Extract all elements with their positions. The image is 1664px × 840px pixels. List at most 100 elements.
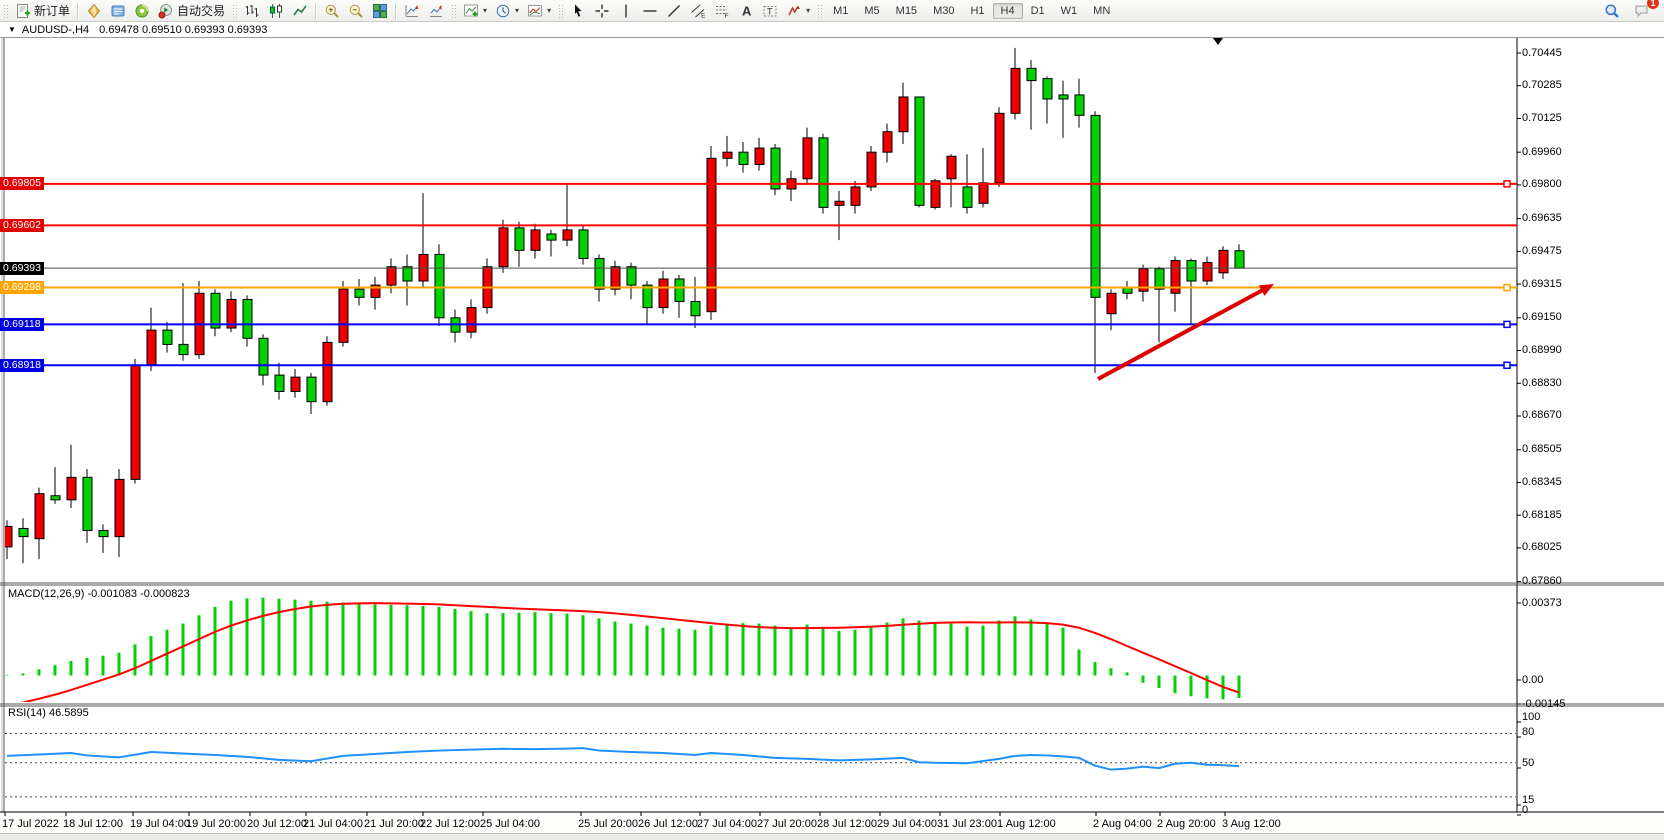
date-tick-label: 2 Aug 04:00 (1093, 818, 1152, 830)
templates-button[interactable]: ▾ (523, 2, 555, 20)
autotrade-button[interactable]: 自动交易 (154, 1, 229, 20)
news-icon (134, 3, 150, 19)
line-chart-button[interactable] (288, 2, 312, 20)
macd-splitter[interactable] (0, 582, 1664, 586)
auto-arrange-button[interactable] (400, 2, 424, 20)
label-button[interactable]: T (758, 2, 782, 20)
zoom-out-icon (348, 3, 364, 19)
text-button[interactable]: A (734, 2, 758, 20)
timeframe-m5-button[interactable]: M5 (864, 4, 880, 17)
chevron-down-icon[interactable]: ▾ (547, 6, 552, 15)
shapes-button[interactable]: ▾ (782, 2, 814, 20)
timeframe-m30-button[interactable]: M30 (933, 4, 955, 17)
trendline-button[interactable] (662, 2, 686, 20)
vline-icon (618, 3, 634, 19)
search-button[interactable] (1600, 2, 1624, 20)
cursor-icon (570, 3, 586, 19)
hline-button[interactable] (638, 2, 662, 20)
cursor-button[interactable] (566, 2, 590, 20)
price-tick-label: 0.67860 (1522, 575, 1562, 588)
chart-shift-button[interactable] (424, 2, 448, 20)
timeframe-h4-button[interactable]: H4 (992, 2, 1023, 19)
gold-icon (86, 3, 102, 19)
price-tick-label: 0.69475 (1522, 244, 1562, 257)
price-tick-label: 0.68345 (1522, 475, 1562, 488)
date-tick-label: 27 Jul 20:00 (757, 818, 817, 830)
price-tick-label: 0.68670 (1522, 409, 1562, 422)
timeframe-h1-button[interactable]: H1 (970, 4, 985, 17)
notifications-button[interactable]: 1 (1630, 0, 1659, 20)
indicators-icon (463, 3, 479, 19)
toolbar-grip[interactable] (451, 3, 457, 18)
price-tick-label: 0.70125 (1522, 111, 1562, 124)
rsi-tick-label: 15 (1522, 794, 1535, 806)
collapse-triangle-icon[interactable]: ▼ (8, 25, 16, 34)
price-tick-label: 0.68830 (1522, 376, 1562, 389)
candlestick-series (5, 47, 1245, 564)
rsi-tick-label: 50 (1522, 757, 1535, 769)
date-tick-label: 21 Jul 20:00 (364, 818, 424, 830)
line-handle[interactable] (1503, 180, 1511, 188)
date-tick-label: 25 Jul 04:00 (480, 818, 540, 830)
new-order-button[interactable]: 新订单 (11, 1, 74, 20)
svg-text:A: A (742, 3, 752, 18)
zoom-out-button[interactable] (344, 2, 368, 20)
toolbar-grip[interactable] (3, 3, 8, 18)
line-chart-icon (292, 3, 308, 19)
price-tick-label: 0.69635 (1522, 212, 1562, 225)
rsi-splitter[interactable] (0, 703, 1664, 707)
toolbar-grip[interactable] (232, 3, 238, 18)
fibonacci-button[interactable]: F (710, 2, 734, 20)
crosshair-button[interactable] (590, 2, 614, 20)
toolbar-grip[interactable] (558, 3, 564, 18)
chevron-down-icon[interactable]: ▾ (515, 6, 520, 15)
bar-chart-button[interactable] (240, 2, 264, 20)
chevron-down-icon[interactable]: ▾ (806, 6, 811, 15)
main-toolbar: 新订单 自动交易 ▾ ▾ ▾ E F A T ▾ M1 M5 M15 M30 H1 H4 D1 W1 MN 1 (0, 0, 1664, 22)
indicators-button[interactable]: ▾ (459, 2, 491, 20)
tile-windows-button[interactable] (368, 2, 392, 20)
date-tick-label: 19 Jul 04:00 (130, 818, 190, 830)
line-handle[interactable] (1503, 361, 1511, 370)
toolbar-separator (77, 2, 80, 19)
depth-button[interactable] (106, 2, 130, 20)
price-tick-label: 0.68505 (1522, 443, 1562, 456)
line-handle[interactable] (1503, 320, 1511, 329)
periods-button[interactable]: ▾ (491, 2, 523, 20)
date-tick-label: 31 Jul 23:00 (937, 818, 997, 830)
timeframe-d1-button[interactable]: D1 (1030, 4, 1045, 17)
timeframe-m1-button[interactable]: M1 (833, 4, 849, 17)
chart-window-titlebar[interactable]: ▼ AUDUSD-,H4 0.69478 0.69510 0.69393 0.6… (0, 21, 1664, 38)
macd-tick-label: 0.00373 (1522, 597, 1562, 609)
svg-text:T: T (767, 6, 773, 16)
trend-arrow[interactable] (1097, 284, 1274, 381)
vline-button[interactable] (614, 2, 638, 20)
macd-pane[interactable] (5, 597, 1241, 706)
bar-chart-icon (244, 3, 260, 19)
search-icon (1604, 3, 1620, 19)
shapes-icon (786, 3, 802, 19)
chart-shift-marker[interactable] (1213, 38, 1223, 45)
macd-tick-label: -0.00145 (1522, 698, 1566, 710)
macd-tick-label: 0.00 (1522, 674, 1544, 686)
price-tick-label: 0.69315 (1522, 277, 1562, 290)
price-tick-label: 0.69960 (1522, 145, 1562, 158)
toolbar-grip[interactable] (817, 3, 823, 18)
templates-icon (527, 3, 543, 19)
auto-arrange-icon (404, 3, 420, 19)
timeframe-w1-button[interactable]: W1 (1060, 4, 1078, 17)
rsi-pane[interactable] (5, 733, 1517, 798)
channel-button[interactable]: E (686, 2, 710, 20)
timeframe-mn-button[interactable]: MN (1093, 4, 1111, 17)
zoom-in-button[interactable] (320, 2, 344, 20)
news-button[interactable] (130, 2, 154, 20)
line-handle[interactable] (1503, 283, 1511, 292)
status-bar (0, 833, 1664, 840)
chevron-down-icon[interactable]: ▾ (483, 6, 488, 15)
candlestick-button[interactable] (264, 2, 288, 20)
gold-button[interactable] (82, 2, 106, 20)
price-label-box: 0.69805 (0, 177, 44, 191)
timeframe-m15-button[interactable]: M15 (895, 4, 918, 17)
price-label-box: 0.69393 (0, 261, 44, 275)
